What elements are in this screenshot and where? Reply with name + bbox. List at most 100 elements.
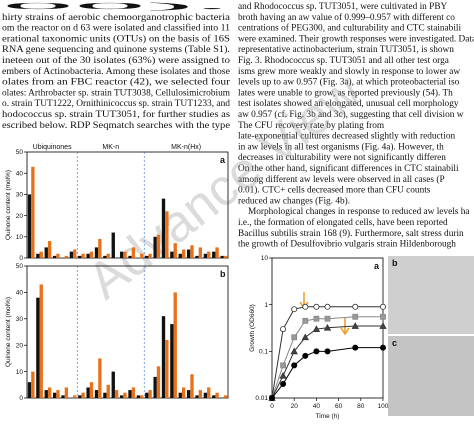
- text-line: the growth of Desulfovibrio vulgaris str…: [238, 239, 456, 250]
- panel-label: c: [392, 338, 397, 348]
- marker: [302, 352, 309, 359]
- section-label: MK-n(Hx): [171, 144, 201, 151]
- bar: [140, 253, 144, 258]
- text-line: broth having an aw value of 0.999–0.957 …: [238, 12, 455, 23]
- marker: [324, 315, 331, 322]
- marker: [379, 322, 387, 329]
- series-line: [271, 306, 383, 399]
- y-tick-label: 0.01: [255, 395, 268, 402]
- y-tick-label: 10: [261, 255, 269, 262]
- bar: [131, 247, 136, 258]
- text-line: erational taxonomic units (OTUs) on the …: [2, 33, 230, 44]
- bar: [178, 392, 182, 398]
- bar: [156, 234, 161, 258]
- bar: [165, 339, 169, 398]
- marker: [301, 333, 309, 341]
- text-line: 00).: [2, 1, 230, 12]
- text-line: and Rhodococcus sp. TUT3051, were cultiv…: [238, 2, 448, 12]
- bar: [136, 395, 141, 398]
- bar: [103, 392, 107, 398]
- bar: [212, 395, 216, 398]
- bar: [73, 395, 77, 398]
- y-tick-label: 1: [264, 302, 268, 309]
- x-tick-label: 60: [335, 403, 343, 410]
- marker: [291, 306, 298, 313]
- marker: [324, 348, 331, 355]
- bar: [44, 247, 48, 258]
- marker: [302, 303, 309, 310]
- y-tick-label: 20: [16, 213, 24, 220]
- plot-frame: [26, 151, 229, 259]
- text-line: centrations of PEG300, and culturability…: [238, 23, 462, 34]
- text-line: were examined. Their growth responses we…: [238, 33, 474, 44]
- bar: [69, 251, 74, 258]
- text-line: olates from an FBC reactor (42), we sele…: [2, 77, 231, 88]
- bar: [56, 390, 60, 398]
- marker: [280, 362, 287, 369]
- text-line: 0.01). CTC+ cells decreased more than CF…: [238, 185, 431, 196]
- bar: [111, 371, 115, 398]
- bar: [98, 358, 102, 398]
- text-line: isms grew more weakly and slowly in resp…: [238, 67, 460, 77]
- bar: [31, 166, 35, 258]
- text-line: late-exponential cultures decreased slig…: [238, 132, 455, 142]
- bar: [27, 194, 32, 258]
- bar: [148, 390, 152, 398]
- bar: [181, 249, 186, 258]
- marker: [313, 315, 320, 322]
- bar: [170, 324, 174, 398]
- text-line: aw 0.957 (cf. Fig. 3b and 3c), suggestin…: [238, 109, 464, 120]
- bar: [140, 395, 144, 398]
- bar: [89, 251, 94, 258]
- text-line: The CFU recovery rate by plating from: [238, 120, 385, 131]
- y-tick-label: 40: [16, 170, 24, 177]
- bar: [161, 316, 166, 398]
- series-line: [271, 325, 383, 399]
- marker: [268, 394, 275, 401]
- bar: [156, 366, 161, 398]
- bar: [123, 251, 127, 258]
- x-tick-label: 0: [270, 403, 274, 410]
- text-line: i.e., the formation of elongated cells, …: [238, 217, 448, 228]
- bar: [148, 253, 152, 258]
- text-line: o. strain TUT1222, Ornithinicoccus sp. s…: [2, 99, 230, 109]
- marker: [290, 347, 298, 355]
- y-tick-label: 30: [16, 192, 24, 199]
- text-line: ineteen out of the 30 isolates (63%) wer…: [2, 55, 230, 66]
- bar: [81, 392, 85, 398]
- text-line: om the reactor on d 63 were isolated and…: [2, 23, 230, 34]
- text-line: olates: Arthrobacter sp. strain TUT3038,…: [2, 88, 231, 98]
- bar: [170, 251, 174, 258]
- y-tick-label: 10: [16, 234, 24, 241]
- y-tick-label: 50: [16, 263, 24, 270]
- marker: [280, 326, 287, 333]
- marker: [379, 303, 386, 310]
- text-line: among different aw levels were observed …: [238, 174, 445, 185]
- bar: [131, 387, 136, 398]
- bar: [119, 251, 124, 258]
- bar: [39, 284, 43, 398]
- bar: [215, 247, 219, 258]
- marker: [302, 317, 309, 324]
- marker: [380, 313, 386, 320]
- marker: [351, 322, 359, 329]
- bar: [223, 255, 228, 258]
- marker: [323, 323, 332, 331]
- bar: [186, 249, 191, 258]
- y-tick-label: 0: [19, 395, 23, 402]
- y-tick-label: 10: [16, 369, 24, 376]
- text-line: reduced aw changes (Fig. 4b).: [238, 195, 350, 206]
- text-line: Fig. 3. Rhodococcus sp. TUT3051 and all …: [238, 56, 449, 66]
- marker: [291, 362, 298, 369]
- text-line: escribed below. RDP Seqmatch searches wi…: [2, 121, 230, 131]
- bar: [198, 390, 203, 398]
- text-line: hodococcus sp. strain TUT3051, for furth…: [2, 109, 230, 120]
- text-line: embers of Actinobacteria. Among these is…: [2, 66, 230, 77]
- marker: [379, 344, 386, 351]
- text-line: hirty strains of aerobic chemoorganotrop…: [2, 12, 230, 23]
- section-label: MK-n: [102, 144, 119, 151]
- bar: [119, 395, 124, 398]
- bar: [103, 255, 107, 258]
- y-axis-label: Quinone content (mol%): [5, 170, 12, 240]
